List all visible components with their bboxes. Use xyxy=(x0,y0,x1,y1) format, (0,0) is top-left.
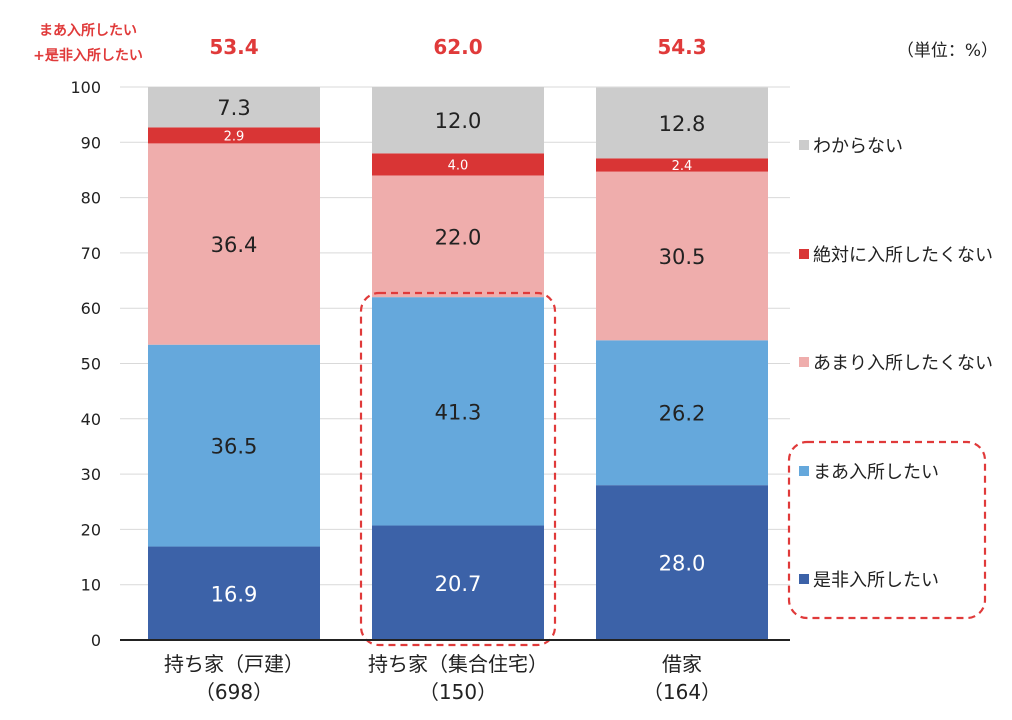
bar-segment xyxy=(148,143,320,345)
bar-segment xyxy=(596,340,768,486)
data-label: 20.7 xyxy=(435,572,482,596)
legend-swatch xyxy=(799,357,809,367)
bar-segment xyxy=(596,158,768,172)
data-label: 12.8 xyxy=(659,112,706,136)
data-label: 22.0 xyxy=(435,225,482,249)
highlight-box-legend xyxy=(787,440,987,620)
y-tick-label: 100 xyxy=(70,78,101,97)
highlight-box-bar xyxy=(359,291,557,647)
chart-header: まあ入所したい +是非入所したい 53.4 62.0 54.3 （単位：%） xyxy=(33,22,998,64)
y-tick-label: 10 xyxy=(81,576,101,595)
bar-segment xyxy=(596,87,768,159)
y-tick-label: 60 xyxy=(81,299,101,318)
top-label-line-1: まあ入所したい xyxy=(39,22,137,39)
bar-segment xyxy=(372,87,544,154)
data-label: 7.3 xyxy=(217,96,250,120)
bar-segment xyxy=(148,546,320,640)
data-label: 36.4 xyxy=(211,233,258,257)
legend-label: 是非入所したい xyxy=(813,570,939,591)
data-label: 26.2 xyxy=(659,402,706,426)
y-tick-label: 90 xyxy=(81,133,101,152)
data-labels: 16.9 36.5 36.4 2.9 7.3 20.7 41.3 22.0 4.0 12.0 28.… xyxy=(211,96,706,606)
bar-segment xyxy=(596,485,768,640)
data-label: 2.9 xyxy=(224,129,245,144)
unit-label: （単位：%） xyxy=(897,41,998,61)
data-label: 28.0 xyxy=(659,552,706,576)
data-label: 36.5 xyxy=(211,435,258,459)
x-category-label: 持ち家（集合住宅） xyxy=(368,652,548,676)
y-tick-label: 80 xyxy=(81,189,101,208)
data-label: 30.5 xyxy=(659,245,706,269)
y-tick-label: 0 xyxy=(91,631,101,650)
top-total-value: 62.0 xyxy=(433,35,482,59)
x-category-label: 持ち家（戸建） xyxy=(164,652,304,676)
data-label: 4.0 xyxy=(448,158,469,173)
y-tick-label: 20 xyxy=(81,520,101,539)
y-tick-label: 40 xyxy=(81,410,101,429)
x-category-n-label: （698） xyxy=(195,680,273,704)
y-tick-label: 50 xyxy=(81,355,101,374)
x-category-n-label: （164） xyxy=(643,680,721,704)
y-tick-label: 30 xyxy=(81,465,101,484)
bar-segment xyxy=(372,297,544,526)
top-label-line-2: +是非入所したい xyxy=(33,47,143,64)
bars xyxy=(148,87,768,647)
top-total-value: 53.4 xyxy=(209,35,258,59)
legend-swatch xyxy=(799,140,809,150)
data-label: 12.0 xyxy=(435,109,482,133)
bar-segment xyxy=(148,127,320,144)
bar-segment xyxy=(372,153,544,176)
bar-segment xyxy=(148,344,320,547)
legend-swatch xyxy=(799,466,809,476)
legend-label: わからない xyxy=(813,136,903,157)
bar-segment xyxy=(372,175,544,298)
data-label: 2.4 xyxy=(672,159,693,174)
bar-segment xyxy=(372,525,544,640)
data-label: 41.3 xyxy=(435,400,482,424)
legend-label: まあ入所したい xyxy=(813,462,939,483)
data-label: 16.9 xyxy=(211,582,258,606)
legend-label: 絶対に入所したくない xyxy=(813,245,993,266)
x-category-n-label: （150） xyxy=(419,680,497,704)
legend-label: あまり入所したくない xyxy=(813,353,993,374)
x-category-label: 借家 xyxy=(662,652,702,676)
legend-swatch xyxy=(799,249,809,259)
y-tick-label: 70 xyxy=(81,244,101,263)
top-total-value: 54.3 xyxy=(657,35,706,59)
bar-segment xyxy=(148,87,320,128)
axes: 0 10 20 30 40 50 60 70 80 90 100 持ち家（戸建） （698） 持ち家（集合… xyxy=(70,78,790,704)
bar-segment xyxy=(596,171,768,341)
legend-swatch xyxy=(799,574,809,584)
